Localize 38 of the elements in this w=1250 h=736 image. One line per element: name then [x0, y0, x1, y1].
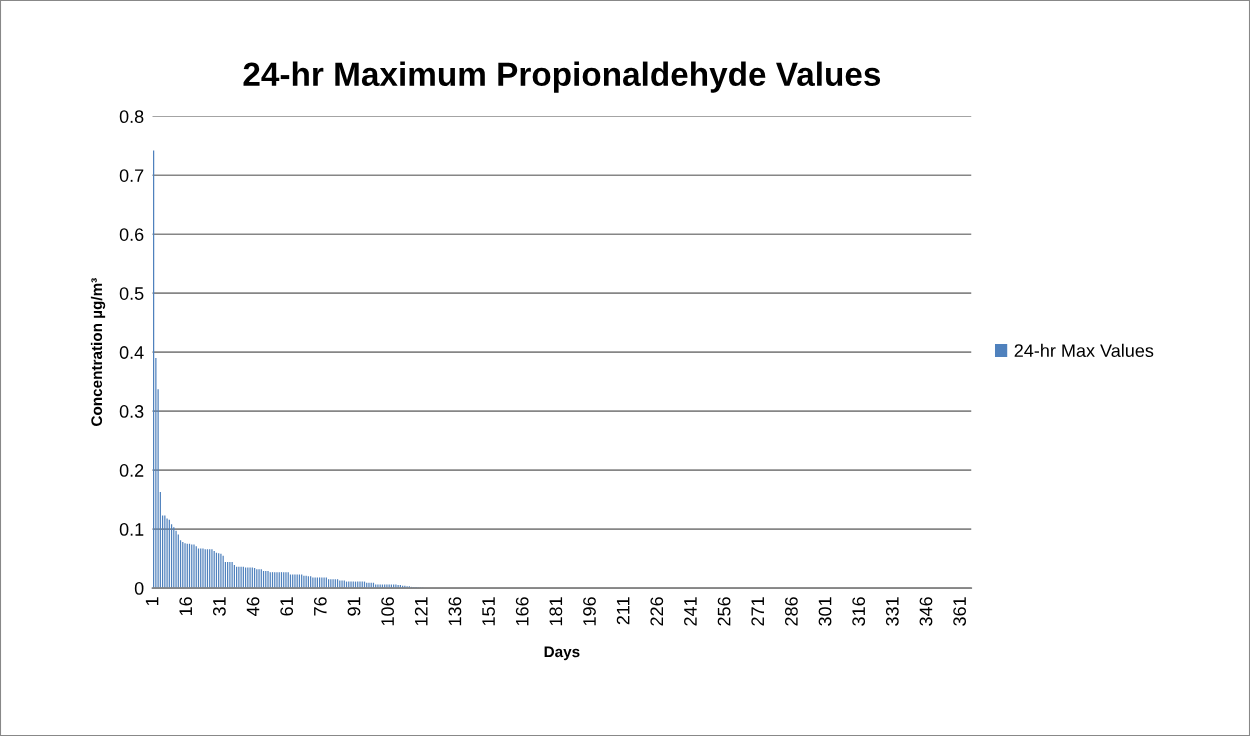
- legend-label: 24-hr Max Values: [1014, 343, 1154, 358]
- x-tick-label: 121: [414, 597, 428, 626]
- x-tick-label: 91: [347, 597, 361, 616]
- x-tick-label: 196: [583, 597, 596, 626]
- x-tick-label: 16: [179, 597, 193, 616]
- x-tick-label: 226: [650, 597, 664, 626]
- x-axis-title: Days: [544, 646, 580, 661]
- y-tick-label: 0: [134, 582, 144, 595]
- x-tick-label: 256: [717, 597, 731, 626]
- x-tick-label: 361: [953, 597, 966, 626]
- y-tick-label: 0.5: [119, 287, 144, 300]
- y-axis-title: Concentration µg/m³: [90, 278, 106, 426]
- x-tick-label: 271: [751, 597, 764, 626]
- x-tick-label: 106: [381, 597, 394, 626]
- x-tick-label: 316: [852, 597, 866, 626]
- x-tick-label: 76: [313, 597, 327, 616]
- x-tick-label: 346: [919, 597, 933, 626]
- y-tick-label: 0.4: [119, 346, 144, 359]
- y-tick-label: 0.1: [119, 523, 144, 536]
- x-tick-label: 241: [684, 597, 697, 626]
- y-tick-label: 0.6: [119, 228, 144, 241]
- y-tick-label: 0.3: [119, 405, 144, 418]
- y-tick-label: 0.8: [119, 110, 144, 124]
- y-tick-label: 0.2: [119, 464, 144, 477]
- x-tick-label: 286: [784, 597, 798, 626]
- x-tick-label: 46: [246, 597, 260, 617]
- x-tick-label: 61: [280, 597, 294, 616]
- x-tick-label: 1: [145, 597, 159, 606]
- x-tick-label: 151: [482, 597, 495, 626]
- x-tick-label: 181: [549, 597, 563, 626]
- x-tick-label: 31: [212, 597, 226, 616]
- x-tick-label: 331: [885, 597, 899, 626]
- x-tick-label: 166: [515, 597, 529, 626]
- chart-title: 24-hr Maximum Propionaldehyde Values: [243, 61, 881, 93]
- x-tick-label: 301: [818, 597, 832, 626]
- y-tick-label: 0.7: [119, 169, 144, 182]
- x-tick-label: 136: [448, 597, 462, 626]
- x-tick-label: 211: [616, 597, 630, 625]
